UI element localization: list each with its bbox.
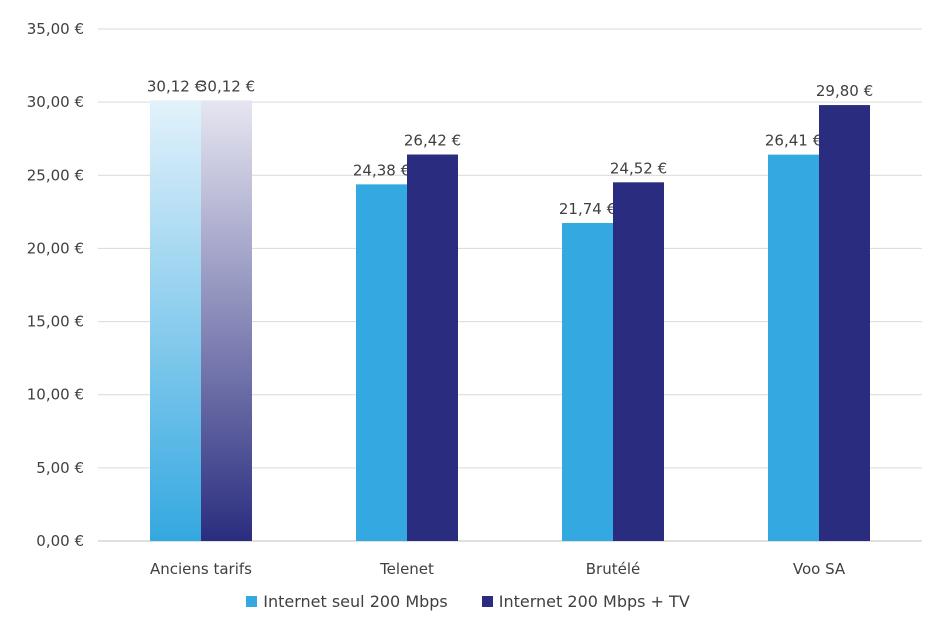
bar [356,184,407,542]
bar [201,100,252,542]
x-tick-label: Brutélé [586,560,640,578]
bar [819,105,870,541]
data-label: 24,38 € [353,161,410,179]
bar [562,222,613,541]
legend: Internet seul 200 Mbps Internet 200 Mbps… [0,592,936,611]
data-label: 29,80 € [816,82,873,100]
bar-chart: 0,00 € 5,00 € 10,00 € 15,00 € 20,00 € 25,00 €… [27,20,922,578]
x-tick-label: Anciens tarifs [150,560,252,578]
data-label: 24,52 € [610,159,667,177]
x-tick-label: Telenet [379,560,434,578]
data-label: 30,12 € [147,77,204,95]
x-tick-label: Voo SA [793,560,846,578]
data-label: 26,41 € [765,132,822,150]
legend-swatch-series-2 [481,596,493,607]
data-label: 26,42 € [404,132,461,150]
y-tick-label: 25,00 € [27,166,84,184]
data-label: 30,12 € [198,77,255,95]
y-tick-label: 0,00 € [36,532,84,550]
y-tick-label: 5,00 € [36,459,84,477]
bar [768,154,819,541]
y-tick-label: 10,00 € [27,386,84,404]
legend-item-series-2: Internet 200 Mbps + TV [481,592,690,611]
legend-item-series-1: Internet seul 200 Mbps [246,592,448,611]
legend-label-series-1: Internet seul 200 Mbps [263,592,448,611]
legend-swatch-series-1 [246,596,258,607]
data-label: 21,74 € [559,200,616,218]
bar [407,154,458,542]
bar [613,182,664,541]
y-tick-label: 35,00 € [27,20,84,38]
y-tick-label: 30,00 € [27,93,84,111]
y-tick-label: 20,00 € [27,239,84,257]
y-tick-label: 15,00 € [27,313,84,331]
legend-label-series-2: Internet 200 Mbps + TV [498,592,690,611]
bar [150,100,201,542]
